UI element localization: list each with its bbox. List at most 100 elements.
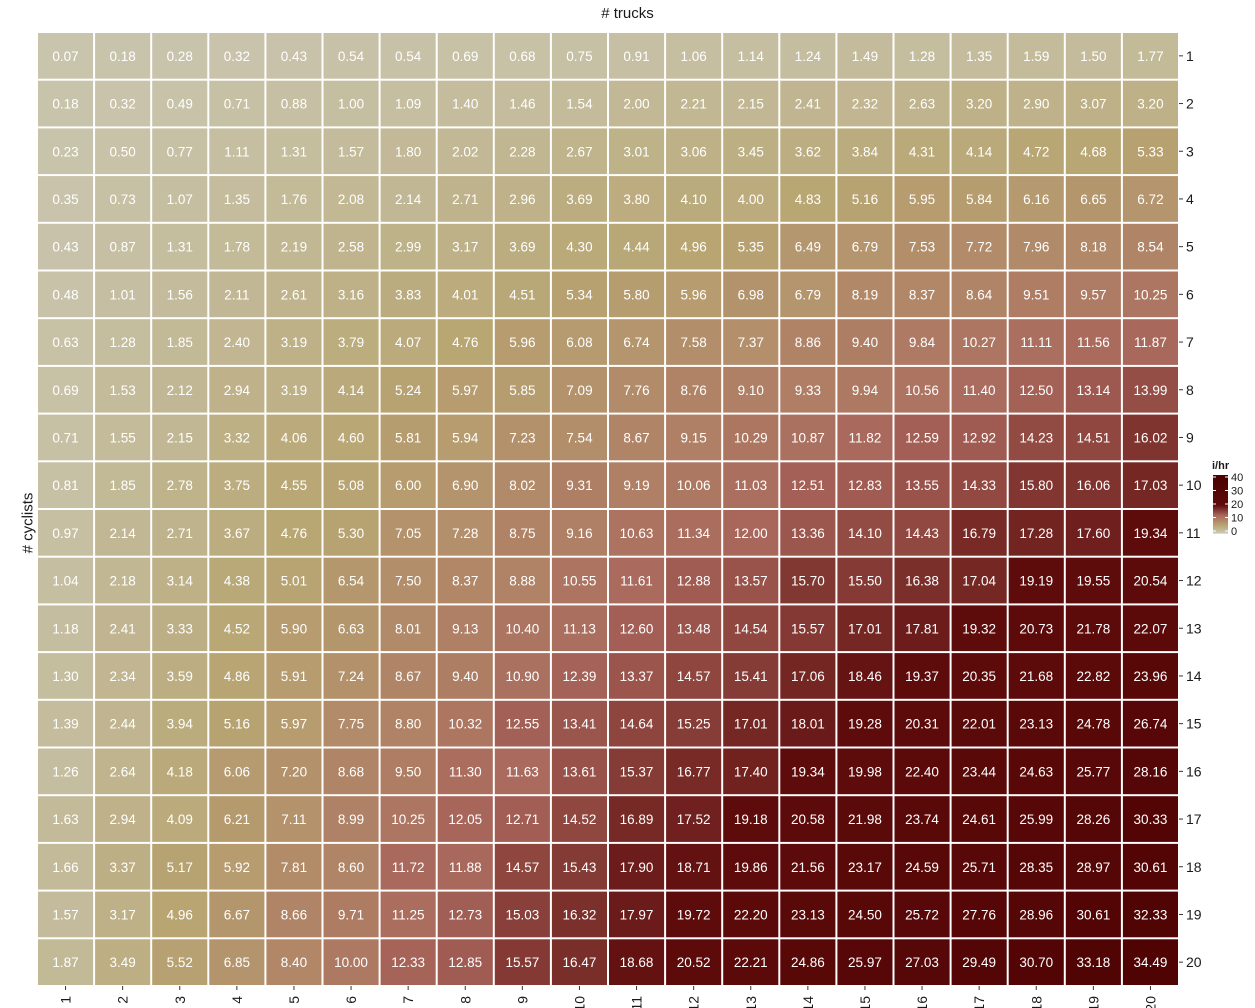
legend-gradient-step <box>1213 480 1228 482</box>
cell-value-label: 1.76 <box>281 192 307 207</box>
heatmap-cell <box>1065 796 1121 842</box>
heatmap-cell <box>609 128 665 175</box>
cell-value-label: 0.32 <box>110 97 136 112</box>
cell-value-label: 5.30 <box>338 526 364 541</box>
heatmap-cell <box>951 176 1007 222</box>
x-tick-label: 14 <box>800 996 816 1008</box>
heatmap-cell <box>437 510 493 556</box>
heatmap-cell <box>837 939 893 985</box>
cell-value-label: 0.91 <box>623 49 649 64</box>
cell-value-label: 1.39 <box>52 717 78 732</box>
cell-value-label: 2.94 <box>224 383 251 398</box>
heatmap-cell <box>38 223 94 270</box>
heatmap-cell <box>266 939 322 985</box>
heatmap-cell <box>38 796 94 842</box>
heatmap-cell <box>95 223 151 270</box>
heatmap-cell <box>1008 223 1064 270</box>
heatmap-cell <box>551 33 607 79</box>
legend-gradient-step <box>1213 493 1228 495</box>
heatmap-cell <box>1008 653 1064 699</box>
cell-value-label: 1.55 <box>110 430 136 445</box>
y-tick-label: 19 <box>1186 906 1202 922</box>
heatmap-cell <box>551 653 607 699</box>
heatmap-cell <box>609 939 665 985</box>
heatmap-cell <box>1122 462 1178 508</box>
heatmap-cell <box>437 271 493 318</box>
heatmap-cell <box>666 557 722 604</box>
cell-value-label: 21.98 <box>848 812 882 827</box>
cell-value-label: 12.92 <box>962 430 996 445</box>
legend-gradient-step <box>1213 516 1228 518</box>
heatmap-cell <box>38 891 94 938</box>
y-tick-label: 7 <box>1186 334 1194 350</box>
heatmap-cell <box>1122 796 1178 842</box>
legend-gradient-step <box>1213 500 1228 502</box>
cell-value-label: 7.09 <box>566 383 592 398</box>
heatmap-cell <box>1008 605 1064 652</box>
heatmap-cell <box>437 843 493 890</box>
cell-value-label: 11.56 <box>1077 335 1110 350</box>
cell-value-label: 4.14 <box>966 144 993 159</box>
heatmap-cell <box>1065 700 1121 747</box>
legend-gradient-step <box>1213 518 1228 520</box>
cell-value-label: 8.67 <box>395 669 421 684</box>
legend-gradient-step <box>1213 491 1228 493</box>
heatmap-cell <box>894 700 950 747</box>
cell-value-label: 13.14 <box>1076 383 1110 398</box>
heatmap-cell <box>323 700 379 747</box>
heatmap-cell <box>323 176 379 222</box>
legend-gradient-step <box>1213 508 1228 510</box>
heatmap-cell <box>152 939 208 985</box>
heatmap-cell <box>666 510 722 556</box>
heatmap-cell <box>894 748 950 795</box>
heatmap-cell <box>780 33 836 79</box>
heatmap-cell <box>209 700 265 747</box>
y-tick-label: 17 <box>1186 811 1202 827</box>
cell-value-label: 3.19 <box>281 335 307 350</box>
heatmap-cell <box>551 80 607 127</box>
heatmap-cell <box>666 319 722 365</box>
cell-value-label: 7.54 <box>566 430 593 445</box>
heatmap-cell <box>437 939 493 985</box>
cell-value-label: 24.50 <box>848 907 882 922</box>
cell-value-label: 3.45 <box>738 144 764 159</box>
cell-value-label: 2.44 <box>110 717 137 732</box>
heatmap-cell <box>152 366 208 413</box>
cell-value-label: 8.67 <box>623 430 649 445</box>
heatmap-cell <box>837 748 893 795</box>
heatmap-cell <box>951 80 1007 127</box>
x-tick-label: 17 <box>971 996 987 1008</box>
heatmap-cell <box>380 271 436 318</box>
heatmap-cell <box>1065 891 1121 938</box>
heatmap-cell <box>95 796 151 842</box>
cell-value-label: 12.88 <box>677 574 711 589</box>
heatmap-cell <box>780 414 836 461</box>
cell-value-label: 8.75 <box>509 526 535 541</box>
heatmap-cell <box>380 700 436 747</box>
heatmap-cell <box>1065 605 1121 652</box>
heatmap-cell <box>837 462 893 508</box>
heatmap-cell <box>266 319 322 365</box>
heatmap-cell <box>1008 128 1064 175</box>
cell-value-label: 23.74 <box>905 812 939 827</box>
legend-gradient-step <box>1213 481 1228 483</box>
cell-value-label: 12.71 <box>505 812 539 827</box>
cell-value-label: 17.60 <box>1076 526 1110 541</box>
legend-gradient-step <box>1213 502 1228 504</box>
heatmap-cell <box>780 557 836 604</box>
heatmap-cell <box>494 462 550 508</box>
cell-value-label: 10.55 <box>563 574 597 589</box>
heatmap-cell <box>951 271 1007 318</box>
heatmap-cell <box>437 462 493 508</box>
heatmap-cell <box>95 510 151 556</box>
heatmap-cell <box>95 319 151 365</box>
heatmap-cell <box>323 271 379 318</box>
cell-value-label: 9.16 <box>566 526 592 541</box>
heatmap-cell <box>723 700 779 747</box>
cell-value-label: 7.53 <box>909 240 935 255</box>
heatmap-cell <box>95 414 151 461</box>
heatmap-cell <box>152 271 208 318</box>
cell-value-label: 8.37 <box>452 574 478 589</box>
heatmap-cell <box>1122 128 1178 175</box>
heatmap-cell <box>1122 510 1178 556</box>
